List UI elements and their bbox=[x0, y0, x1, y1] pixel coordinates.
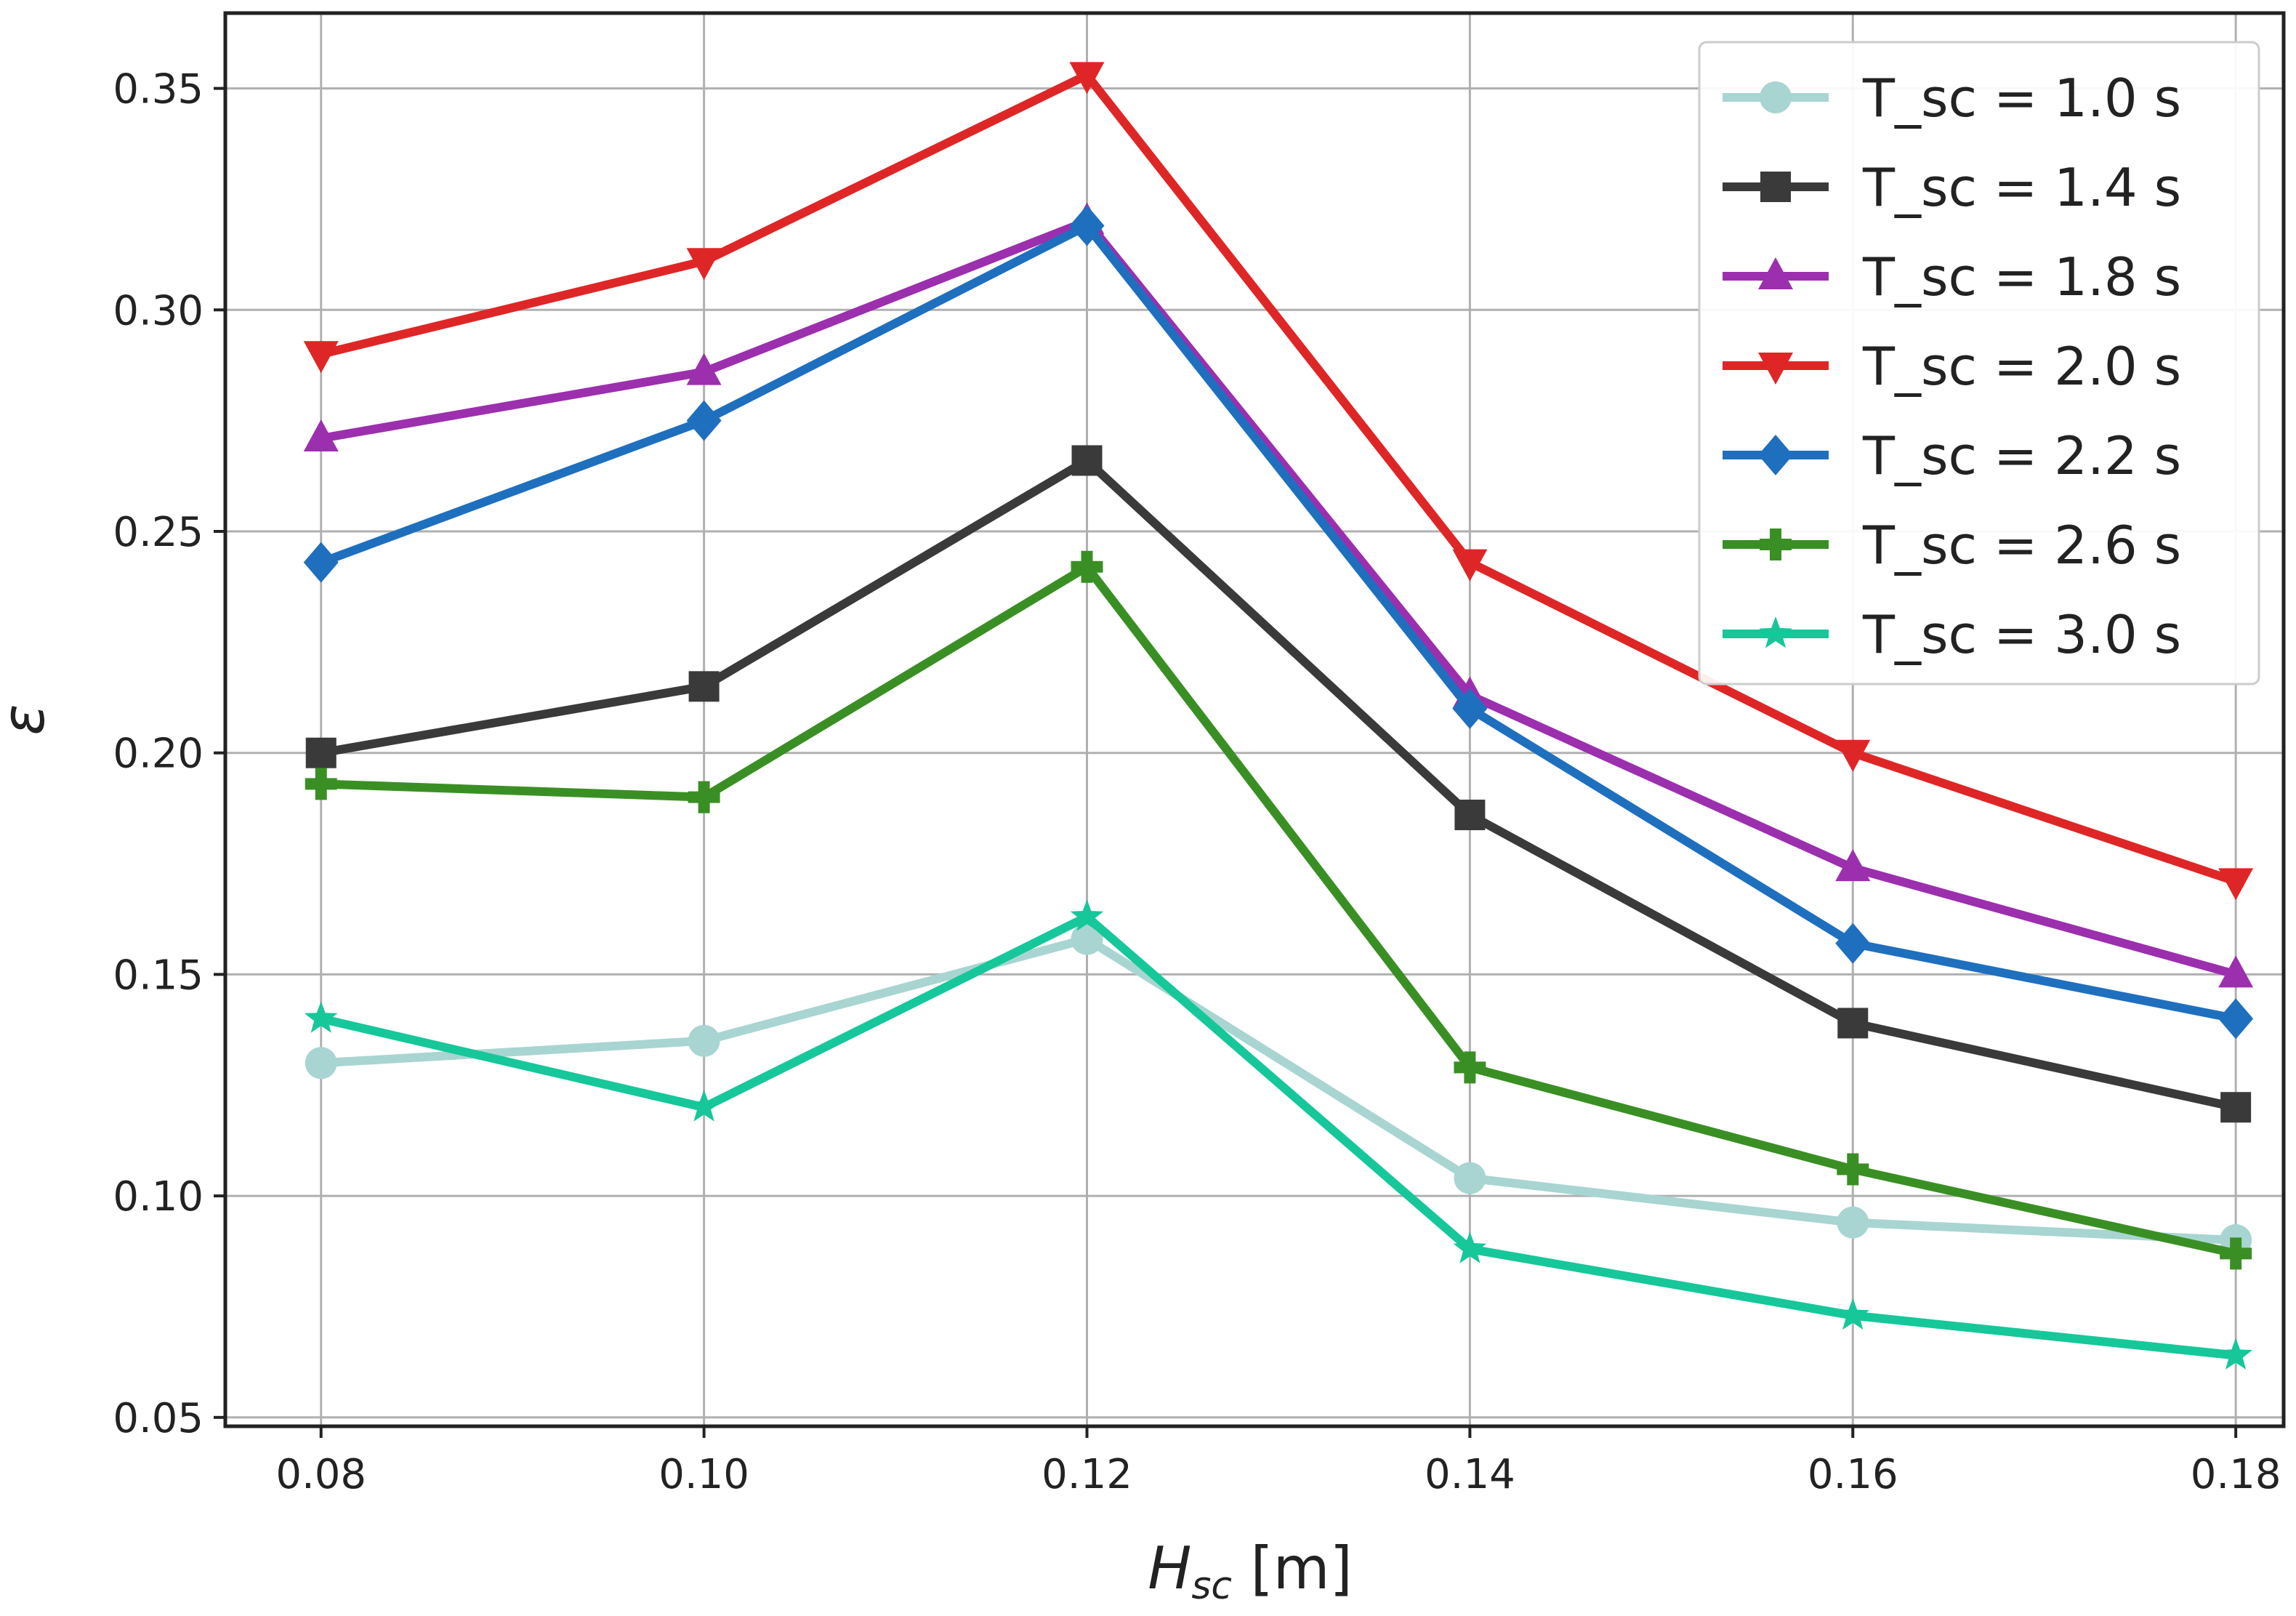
data-point bbox=[686, 353, 722, 385]
data-point bbox=[305, 768, 337, 800]
data-point bbox=[303, 419, 339, 452]
legend-swatch-marker bbox=[1759, 616, 1792, 648]
x-axis-title-main: H bbox=[1148, 1535, 1191, 1602]
legend-label: T_sc = 1.4 s bbox=[1862, 157, 2181, 218]
y-tick-label: 0.10 bbox=[113, 1173, 204, 1221]
data-point bbox=[688, 781, 720, 813]
data-point bbox=[688, 671, 720, 702]
data-point bbox=[303, 542, 339, 583]
legend-label: T_sc = 2.2 s bbox=[1862, 425, 2181, 486]
y-tick-label: 0.25 bbox=[113, 509, 204, 556]
y-tick-label: 0.15 bbox=[113, 952, 204, 999]
y-axis-ticks: 0.05 0.10 0.15 0.20 0.25 0.30 0.35 bbox=[113, 66, 225, 1442]
data-point bbox=[686, 248, 722, 281]
series-2 bbox=[305, 445, 2252, 1123]
series-line bbox=[316, 71, 2241, 886]
legend-swatch-marker bbox=[1758, 435, 1793, 475]
legend-label: T_sc = 3.0 s bbox=[1862, 604, 2181, 665]
x-tick-label: 0.08 bbox=[275, 1451, 366, 1498]
series-line bbox=[316, 912, 2241, 1360]
data-point bbox=[1070, 899, 1104, 931]
data-point bbox=[1835, 849, 1871, 882]
y-axis-title: ε bbox=[0, 704, 57, 735]
x-axis-ticks: 0.08 0.10 0.12 0.14 0.16 0.18 bbox=[275, 1426, 2281, 1498]
legend-label: T_sc = 1.8 s bbox=[1862, 246, 2181, 307]
data-point bbox=[1071, 550, 1103, 583]
data-point bbox=[1452, 688, 1488, 729]
data-point bbox=[1071, 445, 1103, 476]
data-point bbox=[688, 1024, 720, 1057]
data-point bbox=[2218, 998, 2254, 1040]
y-tick-label: 0.30 bbox=[113, 287, 204, 334]
series-line bbox=[316, 217, 2241, 979]
data-point bbox=[1454, 1051, 1486, 1084]
legend-item: T_sc = 1.8 s bbox=[1723, 246, 2181, 307]
plot-frame bbox=[223, 11, 2286, 1428]
legend-box bbox=[1698, 41, 2260, 686]
data-point bbox=[2218, 955, 2254, 988]
x-tick-label: 0.18 bbox=[2191, 1451, 2281, 1498]
legend-label: T_sc = 2.6 s bbox=[1862, 515, 2181, 576]
data-point bbox=[2220, 1092, 2252, 1123]
legend-swatch-marker bbox=[1758, 353, 1793, 385]
data-point bbox=[686, 400, 722, 441]
legend-swatch-marker bbox=[1760, 172, 1791, 202]
data-point bbox=[2218, 868, 2254, 901]
data-point bbox=[2220, 1237, 2252, 1270]
legend-swatch-marker bbox=[1760, 81, 1792, 113]
legend-label: T_sc = 2.0 s bbox=[1862, 336, 2181, 397]
data-point bbox=[303, 341, 339, 374]
y-tick-label: 0.20 bbox=[113, 731, 204, 778]
x-axis-title-unit: [m] bbox=[1232, 1535, 1353, 1602]
data-point bbox=[1837, 1153, 1869, 1186]
data-point bbox=[687, 1090, 721, 1122]
y-tick-label: 0.35 bbox=[113, 66, 204, 113]
series-4 bbox=[303, 62, 2254, 901]
series-7 bbox=[304, 899, 2252, 1370]
data-point bbox=[1071, 922, 1103, 955]
data-point bbox=[1069, 205, 1105, 246]
data-point bbox=[1453, 1231, 1487, 1263]
data-point bbox=[1452, 549, 1488, 582]
legend-label: T_sc = 1.0 s bbox=[1862, 68, 2181, 129]
series-6 bbox=[305, 550, 2252, 1270]
legend-item: T_sc = 1.0 s bbox=[1723, 68, 2181, 129]
x-axis-title: Hsc [m] bbox=[1148, 1535, 1353, 1608]
x-tick-label: 0.14 bbox=[1425, 1451, 1515, 1498]
series-line bbox=[316, 934, 2241, 1245]
series-line bbox=[316, 456, 2241, 1112]
series-line bbox=[316, 221, 2241, 1024]
legend-item: T_sc = 3.0 s bbox=[1723, 604, 2181, 665]
x-axis-title-sub: sc bbox=[1191, 1564, 1232, 1608]
legend-swatch-marker bbox=[1760, 528, 1792, 560]
data-point bbox=[1836, 1298, 1870, 1330]
series-line bbox=[316, 562, 2241, 1258]
data-point bbox=[1454, 800, 1486, 831]
legend-item: T_sc = 2.6 s bbox=[1723, 515, 2181, 576]
data-point bbox=[1454, 1162, 1486, 1194]
data-point bbox=[304, 1001, 338, 1033]
data-point bbox=[1835, 739, 1871, 772]
series-1 bbox=[305, 922, 2252, 1257]
data-point bbox=[1837, 1206, 1869, 1239]
series-5 bbox=[303, 205, 2254, 1040]
x-tick-label: 0.16 bbox=[1808, 1451, 1898, 1498]
legend-item: T_sc = 2.2 s bbox=[1723, 425, 2181, 486]
data-point bbox=[305, 1047, 337, 1080]
data-point bbox=[1069, 62, 1105, 95]
legend: T_sc = 1.0 s T_sc = 1.4 s T_sc = 1.8 s T_sc… bbox=[1698, 41, 2260, 686]
series-layer bbox=[303, 62, 2254, 1370]
data-point bbox=[1835, 922, 1871, 964]
data-point bbox=[1837, 1008, 1869, 1039]
y-tick-label: 0.05 bbox=[113, 1395, 204, 1442]
x-tick-label: 0.10 bbox=[658, 1451, 749, 1498]
data-point bbox=[305, 737, 337, 768]
legend-swatch-marker bbox=[1758, 257, 1793, 289]
data-point bbox=[2219, 1338, 2252, 1370]
legend-item: T_sc = 1.4 s bbox=[1723, 157, 2181, 218]
x-tick-label: 0.12 bbox=[1042, 1451, 1132, 1498]
legend-item: T_sc = 2.0 s bbox=[1723, 336, 2181, 397]
